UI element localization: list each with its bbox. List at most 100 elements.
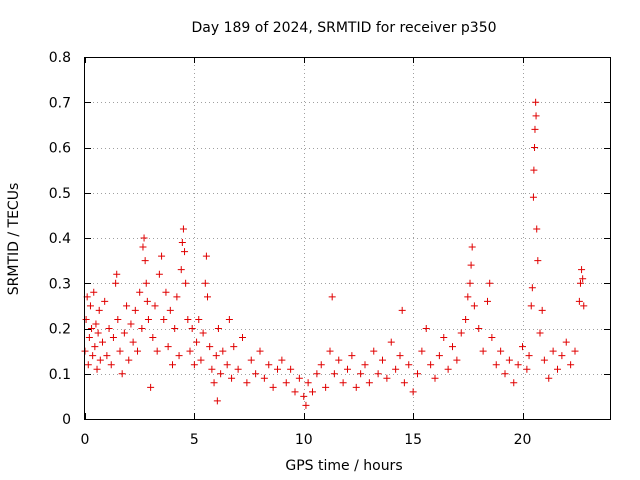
data-point [84,361,92,369]
data-point [462,315,470,323]
data-point [188,325,196,332]
data-point [217,370,225,378]
data-point [138,325,146,332]
data-point [201,279,209,287]
data-point [143,297,151,305]
data-point [123,302,131,310]
data-point [549,347,557,355]
data-point [575,297,583,305]
data-point [158,252,166,260]
data-point [501,370,509,378]
data-point [85,334,93,342]
data-point [468,243,476,251]
data-point [470,302,478,310]
y-tick-label: 0.3 [49,276,71,292]
data-point [95,306,103,314]
data-point [230,343,238,351]
data-point [335,356,343,364]
data-point [505,356,513,364]
data-point [96,356,104,364]
data-point [118,370,126,378]
data-point [497,347,505,355]
data-point [525,352,533,360]
data-point [92,320,100,328]
data-point [440,334,448,342]
data-point [295,374,303,382]
data-point [125,356,133,364]
data-point [169,361,176,369]
data-point [576,279,584,287]
data-point [328,293,336,301]
data-point [427,361,435,369]
data-point [190,361,198,369]
data-point [103,352,111,360]
y-tick-label: 0 [62,412,71,428]
data-point [492,361,500,369]
data-point [422,325,430,332]
data-point [206,343,214,351]
data-point [361,361,369,369]
data-point [302,401,310,409]
data-point [193,338,201,346]
data-point [558,352,566,360]
data-point [431,374,439,382]
y-tick-label: 0.5 [49,186,71,202]
data-point [387,338,395,346]
data-point [304,379,312,387]
data-point [540,356,548,364]
data-point [182,279,190,287]
data-point [529,193,537,201]
data-point [225,315,233,323]
data-point [88,325,96,332]
data-point [210,379,218,387]
data-point [392,365,400,373]
data-point [510,379,518,387]
data-point [464,293,472,301]
data-point [162,288,170,296]
data-point [383,374,391,382]
data-point [374,370,382,378]
data-point [536,329,544,337]
x-tick-label: 5 [190,432,199,448]
data-point [139,243,147,251]
data-point [179,225,187,233]
data-point [86,302,94,310]
data-point [531,125,539,133]
y-tick-label: 0.7 [49,95,71,111]
data-point [243,379,251,387]
data-point [330,370,338,378]
data-point [213,397,221,405]
data-point [89,352,97,360]
data-point [105,325,113,332]
data-point [202,252,210,260]
data-point [127,320,135,328]
data-point [99,338,106,346]
data-point [107,361,115,369]
data-point [112,279,120,287]
x-tick-label: 15 [404,432,422,448]
data-point [260,374,268,382]
data-point [532,112,540,120]
data-point [153,347,161,355]
data-point [457,329,465,337]
data-point [530,166,538,174]
data-point [287,365,295,373]
data-point [531,144,539,151]
data-point [82,315,90,323]
data-point [528,284,536,292]
data-point [91,343,99,351]
data-point [247,356,255,364]
data-point [486,279,494,287]
data-point [322,383,330,391]
data-point [538,306,546,314]
data-point [101,297,109,305]
data-point [184,315,192,323]
data-point [533,225,541,233]
data-point [219,347,227,355]
data-point [166,306,174,314]
plot-frame [84,57,611,420]
data-point [94,329,102,337]
y-tick-label: 0.6 [49,141,71,157]
y-tick-label: 0.1 [49,367,71,383]
